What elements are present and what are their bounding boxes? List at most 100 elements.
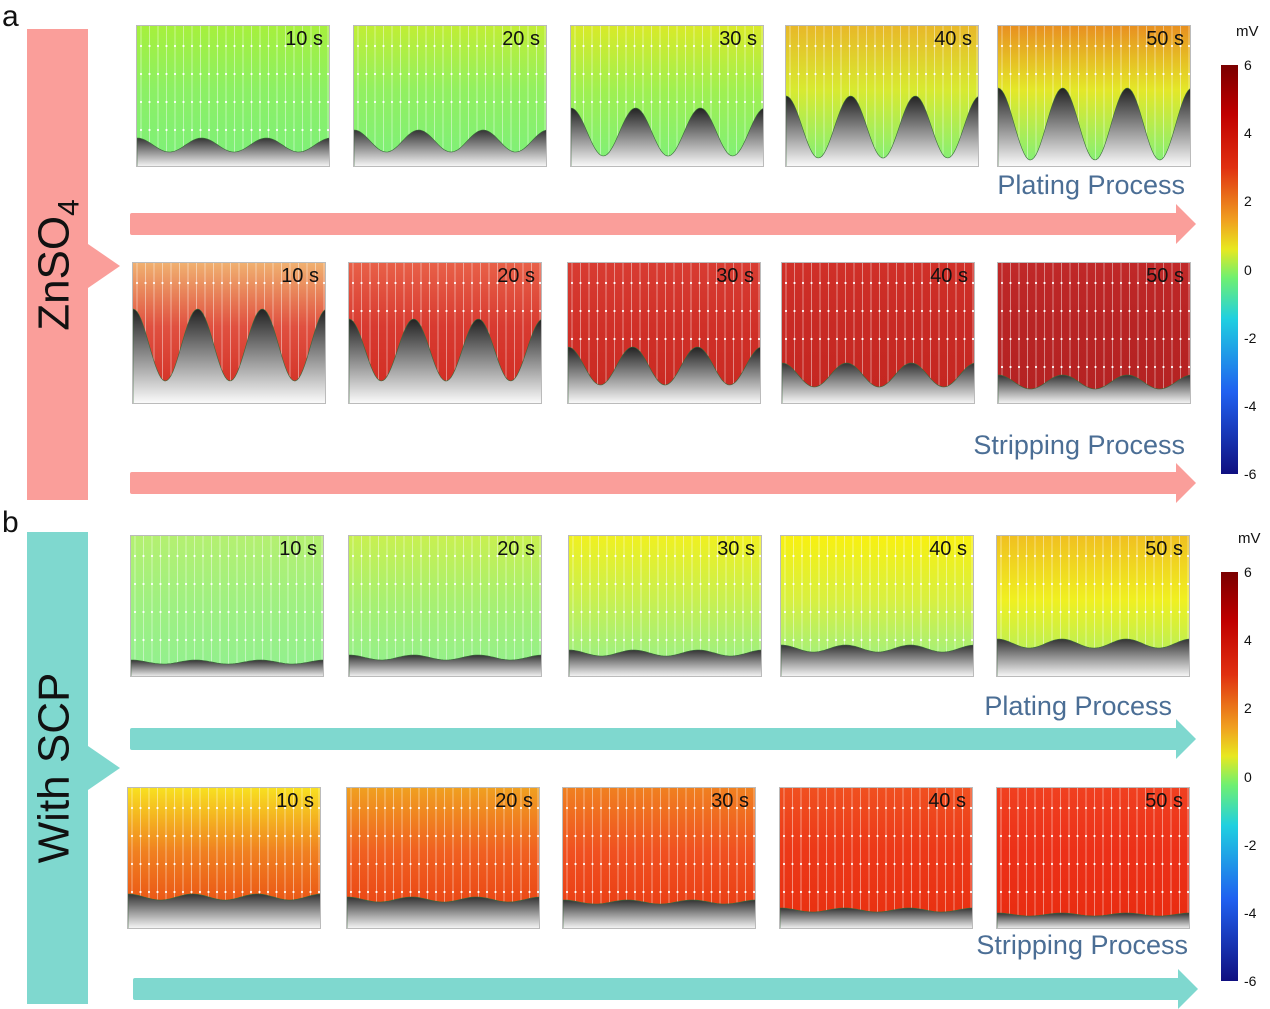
- colorbar-tick: 6: [1244, 57, 1252, 73]
- process-label: Plating Process: [997, 170, 1185, 200]
- simulation-panel: 50 s: [997, 262, 1191, 404]
- simulation-panel: 20 s: [348, 262, 542, 404]
- colorbar-tick: -2: [1244, 329, 1257, 346]
- arrow-shaft: [130, 472, 1178, 494]
- time-label: 50 s: [1145, 538, 1183, 560]
- potential-field: [137, 26, 329, 166]
- time-label: 30 s: [717, 538, 755, 560]
- colorbar: [1221, 65, 1238, 474]
- zinc-deposit: [354, 129, 546, 166]
- time-label: 40 s: [930, 265, 968, 287]
- potential-field: [997, 788, 1189, 928]
- time-label: 20 s: [497, 538, 535, 560]
- process-arrow: [133, 969, 1198, 1009]
- zinc-deposit: [997, 638, 1189, 676]
- colorbar-tick: 2: [1244, 700, 1252, 717]
- zinc-deposit: [781, 644, 973, 676]
- colorbar-unit: mV: [1236, 23, 1259, 40]
- potential-field: [569, 536, 761, 676]
- time-label: 10 s: [279, 538, 317, 560]
- zinc-deposit: [997, 912, 1189, 928]
- panel-letter: b: [2, 506, 19, 539]
- time-label: 10 s: [285, 28, 323, 50]
- simulation-panel: 30 s: [567, 262, 761, 404]
- arrow-shaft: [130, 728, 1178, 750]
- condition-label: ZnSO4: [29, 199, 86, 331]
- condition-bar: With SCP: [27, 532, 88, 1004]
- condition-bar: ZnSO4: [27, 29, 88, 500]
- time-label: 30 s: [719, 28, 757, 50]
- zinc-deposit: [780, 907, 972, 928]
- simulation-panel: 40 s: [781, 262, 975, 404]
- condition-name: ZnSO: [29, 215, 79, 331]
- time-label: 50 s: [1145, 790, 1183, 812]
- streamlines: [351, 536, 541, 676]
- simulation-panel: 10 s: [136, 25, 330, 167]
- time-label: 10 s: [276, 790, 314, 812]
- arrow-shaft: [130, 213, 1178, 235]
- simulation-panel: 50 s: [997, 25, 1191, 167]
- simulation-panel: 10 s: [132, 262, 326, 404]
- potential-field: [349, 536, 541, 676]
- potential-field: [782, 263, 974, 403]
- time-label: 40 s: [928, 790, 966, 812]
- colorbar-tick: 2: [1244, 193, 1252, 210]
- streamlines: [782, 788, 972, 928]
- colorbar-tick: -4: [1244, 904, 1257, 921]
- potential-field: [354, 26, 546, 166]
- zinc-deposit: [782, 362, 974, 403]
- streamlines: [999, 788, 1189, 928]
- colorbar-tick: 4: [1244, 632, 1252, 649]
- process-arrow: [130, 719, 1196, 759]
- time-label: 50 s: [1146, 265, 1184, 287]
- time-label: 20 s: [495, 790, 533, 812]
- time-label: 40 s: [934, 28, 972, 50]
- simulation-panel: 20 s: [346, 787, 540, 929]
- condition-arrow-icon: [88, 746, 120, 790]
- zinc-deposit: [349, 318, 541, 403]
- zinc-deposit: [571, 107, 763, 166]
- colorbar-tick: -2: [1244, 836, 1257, 853]
- potential-field: [349, 263, 541, 403]
- colorbar-tick: -6: [1244, 466, 1257, 482]
- condition-subscript: 4: [51, 198, 85, 216]
- simulation-panel: 30 s: [570, 25, 764, 167]
- process-label: Plating Process: [984, 691, 1172, 721]
- time-label: 40 s: [929, 538, 967, 560]
- colorbar-tick: 0: [1244, 768, 1252, 785]
- simulation-panel: 50 s: [996, 787, 1190, 929]
- simulation-panel: 20 s: [348, 535, 542, 677]
- colorbar-tick: -6: [1244, 973, 1257, 989]
- colorbar-tick: 4: [1244, 125, 1252, 142]
- time-label: 10 s: [281, 265, 319, 287]
- zinc-deposit: [131, 659, 323, 676]
- potential-field: [998, 263, 1190, 403]
- colorbar: [1221, 572, 1238, 981]
- zinc-deposit: [128, 893, 320, 928]
- arrow-head-icon: [1176, 719, 1196, 759]
- time-label: 20 s: [497, 265, 535, 287]
- process-arrow: [130, 463, 1196, 503]
- simulation-panel: 40 s: [785, 25, 979, 167]
- potential-field: [133, 263, 325, 403]
- arrow-shaft: [133, 978, 1180, 1000]
- simulation-panel: 30 s: [562, 787, 756, 929]
- colorbar-tick: 0: [1244, 261, 1252, 278]
- simulation-panel: 20 s: [353, 25, 547, 167]
- simulation-panel: 40 s: [779, 787, 973, 929]
- simulation-panel: 50 s: [996, 535, 1190, 677]
- time-label: 50 s: [1146, 28, 1184, 50]
- potential-field: [131, 536, 323, 676]
- zinc-deposit: [786, 95, 978, 166]
- zinc-deposit: [569, 649, 761, 676]
- simulation-panel: 30 s: [568, 535, 762, 677]
- panel-letter: a: [2, 0, 19, 33]
- streamlines: [1000, 263, 1190, 403]
- potential-field: [786, 26, 978, 166]
- condition-arrow-icon: [88, 244, 120, 288]
- time-label: 30 s: [716, 265, 754, 287]
- condition-label: With SCP: [29, 673, 86, 864]
- process-label: Stripping Process: [976, 930, 1188, 960]
- zinc-deposit: [563, 899, 755, 928]
- zinc-deposit: [568, 346, 760, 403]
